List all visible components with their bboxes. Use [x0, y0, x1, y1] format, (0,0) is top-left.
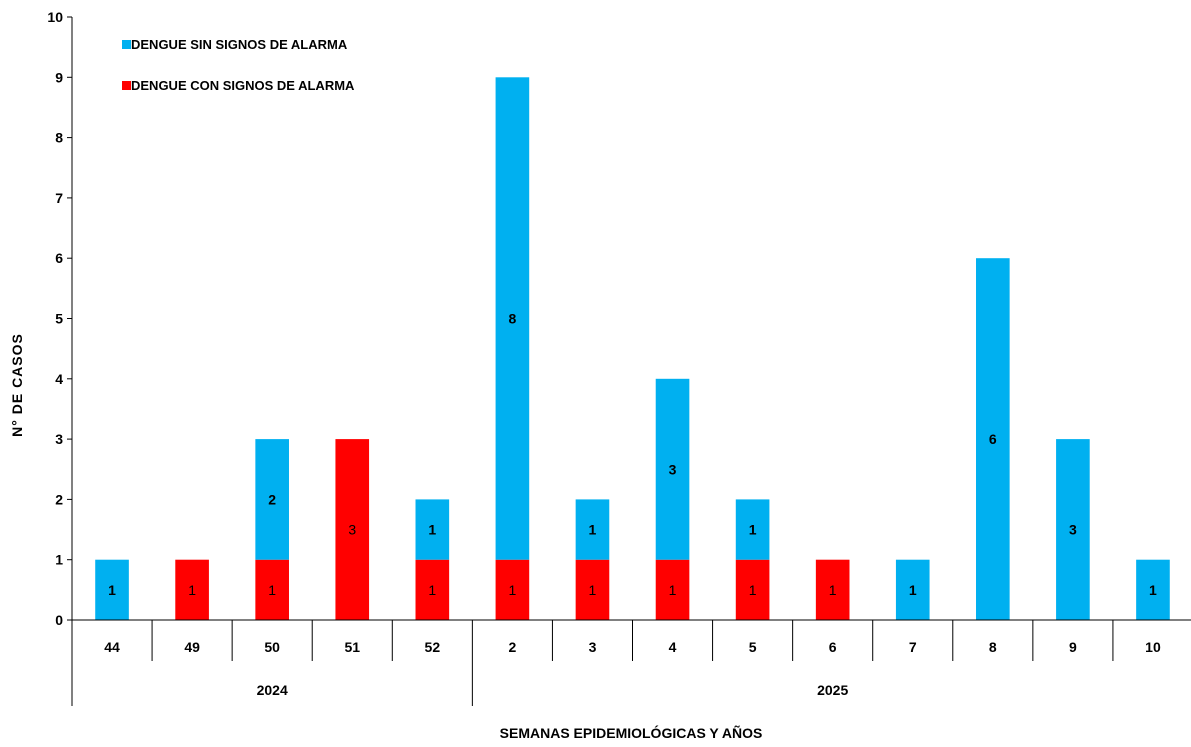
- data-label-sin-signos-9: 3: [1069, 522, 1077, 538]
- data-label-con-signos-2: 1: [508, 582, 516, 598]
- data-label-con-signos-5: 1: [749, 582, 757, 598]
- bar-con-signos-51: [335, 439, 370, 620]
- data-label-con-signos-52: 1: [428, 582, 436, 598]
- bar-sin-signos-9: [1056, 439, 1090, 620]
- y-tick-label: 1: [55, 552, 63, 568]
- data-label-sin-signos-3: 1: [589, 522, 597, 538]
- data-label-sin-signos-5: 1: [749, 522, 757, 538]
- y-tick-label: 6: [55, 250, 63, 266]
- data-label-con-signos-51: 3: [348, 522, 356, 538]
- x-tick-label-5: 5: [749, 639, 757, 655]
- bar-sin-signos-5: [735, 499, 770, 560]
- legend-label-con-signos: DENGUE CON SIGNOS DE ALARMA: [131, 78, 355, 93]
- data-label-sin-signos-8: 6: [989, 431, 997, 447]
- bar-con-signos-3: [575, 559, 610, 620]
- data-label-sin-signos-4: 3: [669, 461, 677, 477]
- x-axis-title: SEMANAS EPIDEMIOLÓGICAS Y AÑOS: [500, 724, 763, 741]
- data-label-con-signos-4: 1: [669, 582, 677, 598]
- data-label-sin-signos-7: 1: [909, 582, 917, 598]
- y-tick-label: 0: [55, 612, 63, 628]
- x-tick-label-3: 3: [589, 639, 597, 655]
- data-label-sin-signos-2: 8: [508, 311, 516, 327]
- x-tick-label-6: 6: [829, 639, 837, 655]
- bar-con-signos-5: [735, 559, 770, 620]
- bar-con-signos-6: [815, 559, 850, 620]
- x-tick-label-10: 10: [1145, 639, 1161, 655]
- y-tick-label: 8: [55, 130, 63, 146]
- y-tick-label: 2: [55, 491, 63, 507]
- bar-sin-signos-8: [976, 258, 1010, 620]
- y-tick-label: 7: [55, 190, 63, 206]
- bar-sin-signos-4: [655, 378, 690, 560]
- bar-con-signos-50: [255, 559, 289, 620]
- legend-label-sin-signos: DENGUE SIN SIGNOS DE ALARMA: [131, 37, 348, 52]
- bar-con-signos-52: [415, 559, 450, 620]
- data-label-sin-signos-52: 1: [428, 522, 436, 538]
- bar-sin-signos-10: [1136, 559, 1170, 620]
- x-tick-label-7: 7: [909, 639, 917, 655]
- bar-sin-signos-7: [895, 559, 930, 620]
- x-tick-label-50: 50: [264, 639, 280, 655]
- legend: DENGUE SIN SIGNOS DE ALARMA DENGUE CON S…: [122, 37, 355, 93]
- bars-group: [95, 77, 1170, 620]
- legend-swatch-con-signos: [122, 81, 131, 90]
- bar-sin-signos-44: [95, 559, 129, 620]
- data-label-sin-signos-10: 1: [1149, 582, 1157, 598]
- x-tick-label-4: 4: [669, 639, 677, 655]
- y-tick-label: 5: [55, 311, 63, 327]
- y-tick-label: 9: [55, 69, 63, 85]
- x-tick-label-44: 44: [104, 639, 120, 655]
- bar-sin-signos-2: [495, 77, 530, 560]
- year-label-2024: 2024: [257, 682, 288, 698]
- bar-sin-signos-50: [255, 439, 289, 560]
- legend-swatch-sin-signos: [122, 40, 131, 49]
- data-label-sin-signos-50: 2: [268, 491, 276, 507]
- data-label-con-signos-3: 1: [589, 582, 597, 598]
- y-tick-label: 10: [47, 9, 63, 25]
- x-tick-label-9: 9: [1069, 639, 1077, 655]
- y-tick-label: 3: [55, 431, 63, 447]
- year-label-2025: 2025: [817, 682, 848, 698]
- bar-con-signos-2: [495, 559, 530, 620]
- bar-sin-signos-3: [575, 499, 610, 560]
- data-label-con-signos-49: 1: [188, 582, 196, 598]
- x-tick-label-8: 8: [989, 639, 997, 655]
- x-tick-label-52: 52: [425, 639, 441, 655]
- y-tick-label: 4: [55, 371, 63, 387]
- bar-con-signos-4: [655, 559, 690, 620]
- x-tick-label-51: 51: [344, 639, 360, 655]
- data-label-con-signos-6: 1: [829, 582, 837, 598]
- bar-sin-signos-52: [415, 499, 450, 560]
- data-label-sin-signos-44: 1: [108, 582, 116, 598]
- data-label-con-signos-50: 1: [268, 582, 276, 598]
- x-tick-label-49: 49: [184, 639, 200, 655]
- x-tick-label-2: 2: [508, 639, 516, 655]
- axes-group: [67, 16, 1191, 706]
- y-axis-title: N° DE CASOS: [9, 333, 25, 437]
- bar-con-signos-49: [175, 559, 209, 620]
